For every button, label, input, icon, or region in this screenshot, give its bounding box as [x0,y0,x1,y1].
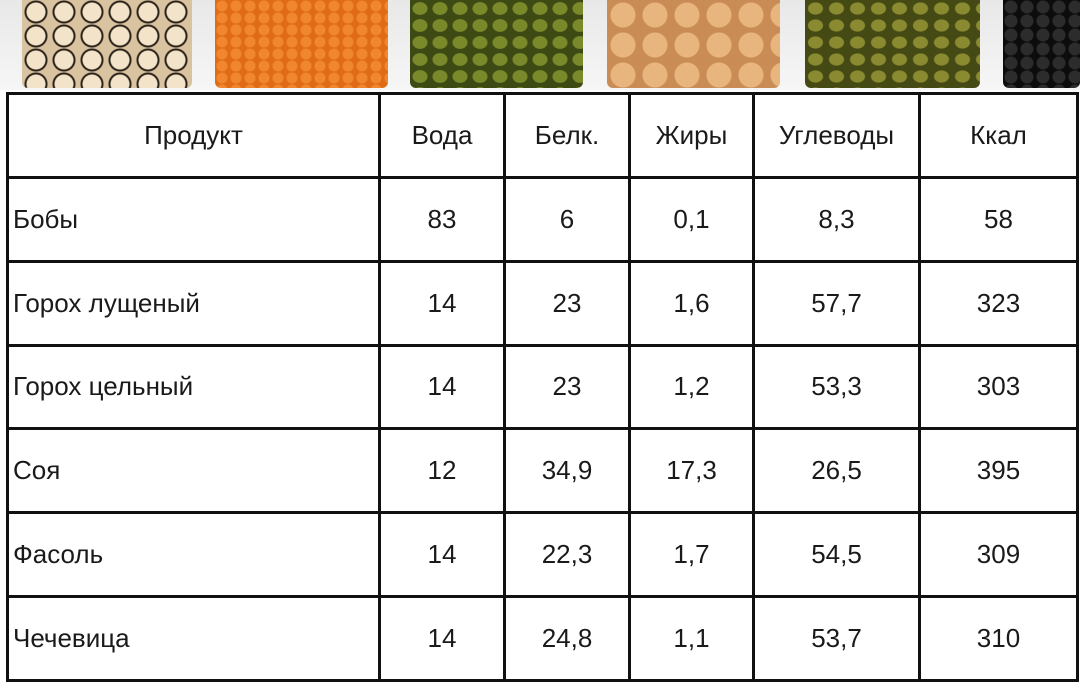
cell: 23 [503,343,631,431]
header-cell: Жиры [628,92,755,179]
nutrition-table: Продукт Вода Белк. Жиры Углеводы Ккал Бобы 83 6 0… [6,92,1079,682]
cell: 0,1 [628,175,755,263]
table-body: Продукт Вода Белк. Жиры Углеводы Ккал Бобы 83 6 0… [6,92,1079,682]
cell: 34,9 [503,427,631,515]
cell: 1,7 [628,511,755,599]
cell: Бобы [6,175,381,263]
header-cell: Продукт [6,92,381,179]
bowl-lentils [215,0,388,88]
cell: Чечевица [6,595,381,682]
cell: 22,3 [503,511,631,599]
bowl-beans [22,0,192,88]
cell: 24,8 [503,595,631,682]
cell: 54,5 [752,511,921,599]
cell: 57,7 [752,259,921,347]
cell: 17,3 [628,427,755,515]
cell: 1,6 [628,259,755,347]
cell: Горох лущеный [6,259,381,347]
data-row: Соя 12 34,9 17,3 26,5 395 [6,427,1079,515]
cell: 323 [918,259,1079,347]
cell: Горох цельный [6,343,381,431]
data-row: Чечевица 14 24,8 1,1 53,7 310 [6,595,1079,682]
cell: 14 [378,343,506,431]
cell: 395 [918,427,1079,515]
cell: 12 [378,427,506,515]
cell: 1,2 [628,343,755,431]
cell: 14 [378,595,506,682]
cell: 26,5 [752,427,921,515]
cell: 6 [503,175,631,263]
cell: 14 [378,511,506,599]
cell: 23 [503,259,631,347]
bowl-chickpeas [607,0,780,88]
header-cell: Ккал [918,92,1079,179]
data-row: Фасоль 14 22,3 1,7 54,5 309 [6,511,1079,599]
cell: 14 [378,259,506,347]
cell: Соя [6,427,381,515]
bowl-mung [410,0,583,88]
cell: 83 [378,175,506,263]
cell: 58 [918,175,1079,263]
cell: Фасоль [6,511,381,599]
header-cell: Вода [378,92,506,179]
cell: 310 [918,595,1079,682]
data-row: Горох цельный 14 23 1,2 53,3 303 [6,343,1079,431]
cell: 53,3 [752,343,921,431]
header-cell: Белк. [503,92,631,179]
cell: 53,7 [752,595,921,682]
data-row: Бобы 83 6 0,1 8,3 58 [6,175,1079,263]
cell: 303 [918,343,1079,431]
legume-photo-strip [0,0,1080,90]
header-row: Продукт Вода Белк. Жиры Углеводы Ккал [6,92,1079,179]
bowl-peas [805,0,980,88]
cell: 309 [918,511,1079,599]
data-row: Горох лущеный 14 23 1,6 57,7 323 [6,259,1079,347]
cell: 8,3 [752,175,921,263]
header-cell: Углеводы [752,92,921,179]
bowl-black [1003,0,1080,88]
cell: 1,1 [628,595,755,682]
